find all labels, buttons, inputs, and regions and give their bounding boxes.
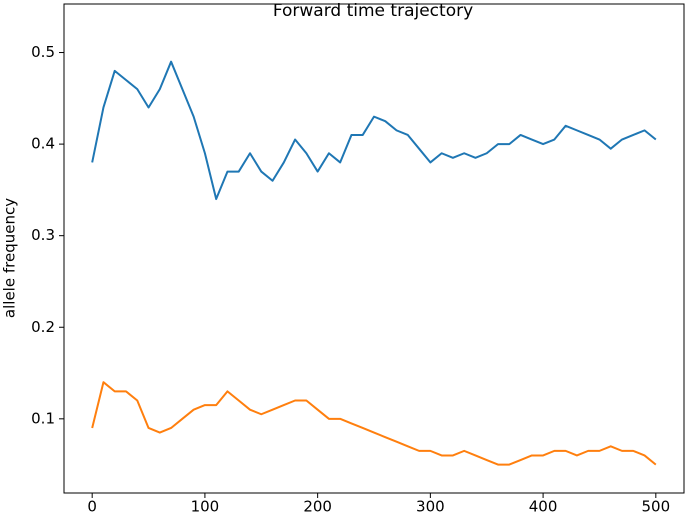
data-line — [91, 60, 657, 201]
y-tick-label: 0.4 — [31, 135, 55, 153]
x-tick-label: 200 — [303, 498, 332, 514]
plot-frame — [63, 3, 685, 494]
chart-title: Forward time trajectory — [273, 1, 473, 21]
y-axis-label: allele frequency — [1, 198, 19, 318]
y-tick-label: 0.1 — [31, 409, 55, 427]
x-tick-label: 300 — [416, 498, 445, 514]
x-tick-label: 100 — [191, 498, 220, 514]
data-line — [91, 381, 657, 466]
x-tick-label: 400 — [529, 498, 558, 514]
x-tick-label: 500 — [641, 498, 670, 514]
y-tick-label: 0.3 — [31, 226, 55, 244]
y-tick-label: 0.5 — [31, 43, 55, 61]
x-tick-label: 0 — [87, 498, 97, 514]
y-tick-label: 0.2 — [31, 318, 55, 336]
